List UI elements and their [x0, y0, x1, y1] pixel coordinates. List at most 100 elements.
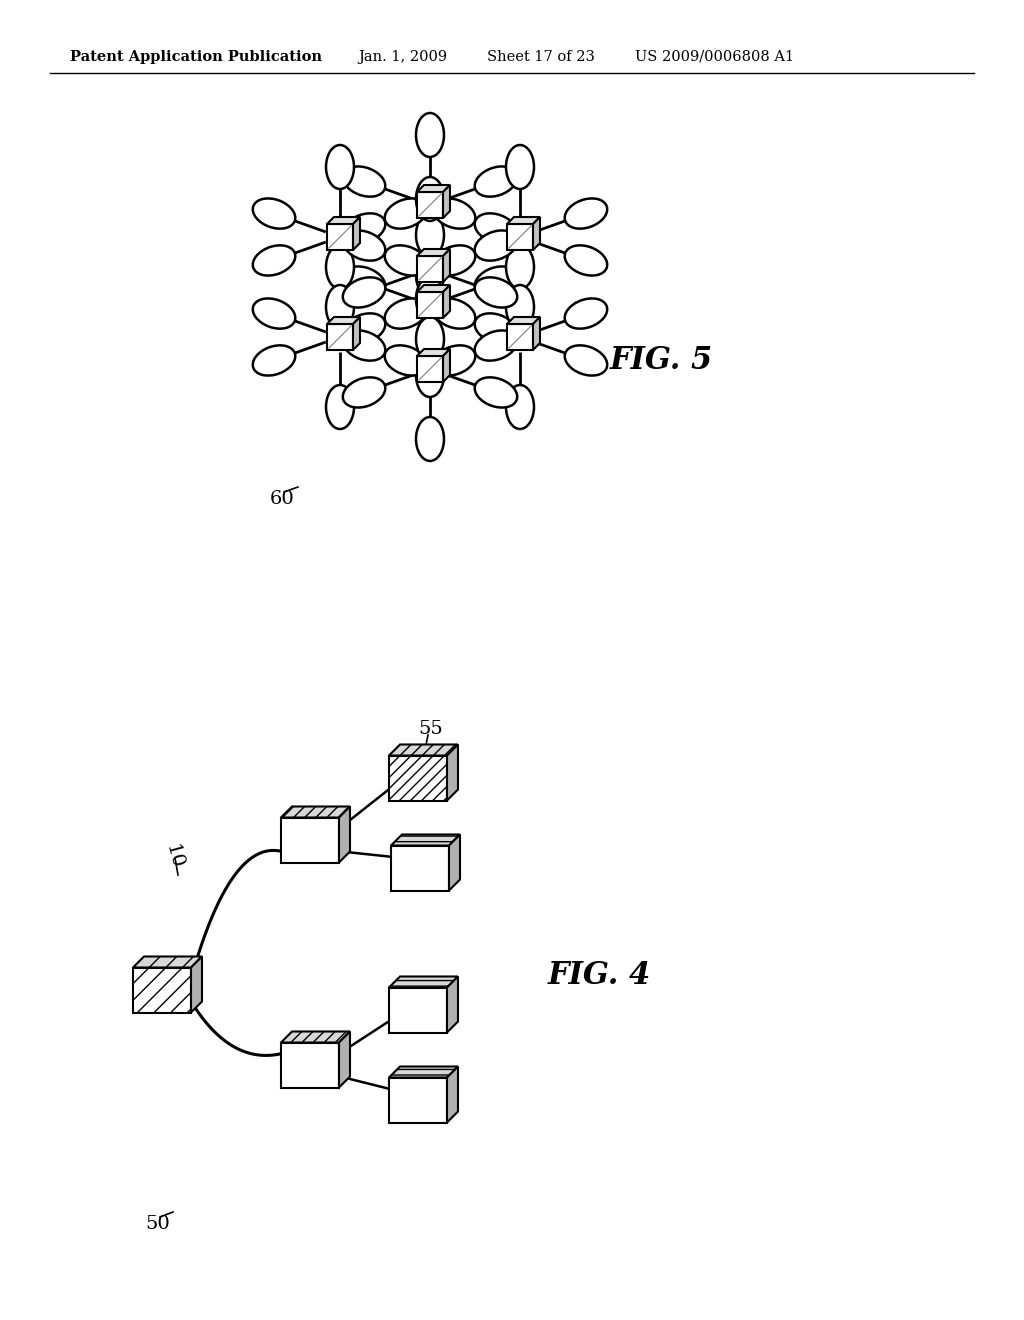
Ellipse shape: [564, 298, 607, 329]
Polygon shape: [447, 744, 458, 800]
Ellipse shape: [564, 346, 607, 376]
Ellipse shape: [506, 246, 534, 289]
Ellipse shape: [416, 277, 444, 321]
Ellipse shape: [253, 298, 295, 329]
Ellipse shape: [253, 346, 295, 376]
Ellipse shape: [433, 246, 475, 276]
Polygon shape: [534, 317, 540, 350]
Polygon shape: [191, 957, 202, 1012]
Ellipse shape: [385, 346, 427, 376]
Ellipse shape: [475, 214, 517, 244]
Ellipse shape: [343, 166, 385, 197]
Text: 50: 50: [145, 1214, 170, 1233]
Ellipse shape: [385, 246, 427, 276]
Text: 55: 55: [418, 719, 442, 738]
Ellipse shape: [343, 330, 385, 360]
Text: 10: 10: [162, 842, 185, 871]
Polygon shape: [339, 807, 350, 862]
Polygon shape: [417, 348, 450, 356]
Text: Sheet 17 of 23: Sheet 17 of 23: [487, 50, 595, 63]
Polygon shape: [327, 216, 360, 224]
Text: Patent Application Publication: Patent Application Publication: [70, 50, 322, 63]
Ellipse shape: [506, 285, 534, 329]
Ellipse shape: [475, 313, 517, 343]
Ellipse shape: [343, 277, 385, 308]
Polygon shape: [507, 224, 534, 249]
Ellipse shape: [475, 277, 517, 308]
Text: FIG. 4: FIG. 4: [548, 960, 651, 991]
Polygon shape: [449, 834, 460, 891]
Polygon shape: [417, 285, 450, 292]
Polygon shape: [417, 256, 443, 282]
Polygon shape: [507, 216, 540, 224]
Ellipse shape: [326, 145, 354, 189]
Ellipse shape: [475, 267, 517, 297]
Polygon shape: [389, 987, 447, 1032]
Ellipse shape: [564, 198, 607, 228]
Ellipse shape: [416, 114, 444, 157]
Polygon shape: [417, 356, 443, 381]
Ellipse shape: [326, 385, 354, 429]
Polygon shape: [389, 1077, 447, 1122]
Polygon shape: [389, 744, 458, 755]
Ellipse shape: [475, 166, 517, 197]
Ellipse shape: [475, 231, 517, 260]
Polygon shape: [389, 977, 458, 987]
Polygon shape: [133, 957, 202, 968]
Ellipse shape: [385, 298, 427, 329]
Ellipse shape: [326, 285, 354, 329]
Polygon shape: [327, 224, 353, 249]
Polygon shape: [353, 317, 360, 350]
Ellipse shape: [506, 145, 534, 189]
Polygon shape: [391, 846, 449, 891]
Polygon shape: [417, 185, 450, 191]
Ellipse shape: [416, 213, 444, 257]
Polygon shape: [417, 292, 443, 318]
Ellipse shape: [253, 246, 295, 276]
Ellipse shape: [343, 267, 385, 297]
Ellipse shape: [433, 346, 475, 376]
Polygon shape: [281, 817, 339, 862]
Polygon shape: [443, 185, 450, 218]
Polygon shape: [391, 834, 460, 846]
Polygon shape: [281, 1031, 350, 1043]
Ellipse shape: [475, 330, 517, 360]
Polygon shape: [417, 249, 450, 256]
Ellipse shape: [433, 198, 475, 228]
Polygon shape: [133, 968, 191, 1012]
Polygon shape: [507, 323, 534, 350]
Ellipse shape: [343, 214, 385, 244]
Text: 60: 60: [270, 490, 295, 508]
Ellipse shape: [385, 198, 427, 228]
Polygon shape: [534, 216, 540, 249]
Polygon shape: [281, 807, 350, 817]
Text: FIG. 5: FIG. 5: [610, 345, 714, 376]
Ellipse shape: [253, 198, 295, 228]
Ellipse shape: [343, 231, 385, 260]
Text: (a): (a): [572, 301, 590, 314]
Ellipse shape: [416, 352, 444, 397]
Polygon shape: [447, 1067, 458, 1122]
Polygon shape: [443, 249, 450, 282]
Ellipse shape: [416, 253, 444, 297]
Ellipse shape: [416, 417, 444, 461]
Ellipse shape: [416, 317, 444, 360]
Polygon shape: [281, 1043, 339, 1088]
Polygon shape: [447, 977, 458, 1032]
Text: Jan. 1, 2009: Jan. 1, 2009: [358, 50, 447, 63]
Polygon shape: [389, 755, 447, 800]
Polygon shape: [443, 285, 450, 318]
Polygon shape: [443, 348, 450, 381]
Ellipse shape: [564, 246, 607, 276]
Polygon shape: [327, 317, 360, 323]
Ellipse shape: [343, 313, 385, 343]
Polygon shape: [417, 191, 443, 218]
Polygon shape: [339, 1031, 350, 1088]
Text: US 2009/0006808 A1: US 2009/0006808 A1: [635, 50, 795, 63]
Ellipse shape: [433, 298, 475, 329]
Polygon shape: [327, 323, 353, 350]
Polygon shape: [389, 1067, 458, 1077]
Ellipse shape: [506, 385, 534, 429]
Ellipse shape: [326, 246, 354, 289]
Ellipse shape: [475, 378, 517, 408]
